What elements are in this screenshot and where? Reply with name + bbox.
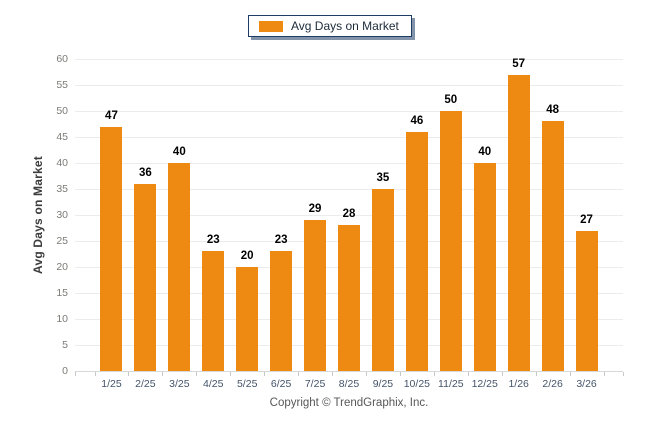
x-axis-tick-label: 2/26 <box>542 378 563 390</box>
y-axis-tick-label: 5 <box>62 339 68 351</box>
bar[interactable] <box>202 251 225 371</box>
x-axis-tick <box>433 372 435 376</box>
bar-value-label: 40 <box>478 146 492 158</box>
y-axis-tick-label: 50 <box>56 105 68 117</box>
x-axis-tick <box>162 372 164 376</box>
gridline <box>75 189 623 190</box>
y-axis-tick-label: 60 <box>56 53 68 65</box>
x-axis-tick <box>128 372 130 376</box>
y-axis-tick-label: 55 <box>56 79 68 91</box>
x-axis-tick <box>230 372 232 376</box>
x-axis-tick-label: 4/25 <box>203 378 224 390</box>
x-axis-tick <box>332 372 334 376</box>
bar[interactable] <box>304 220 327 371</box>
bar-value-label: 47 <box>105 110 118 122</box>
y-axis-tick-label: 15 <box>56 287 68 299</box>
x-axis-tick-label: 5/25 <box>236 378 258 390</box>
y-axis-tick-label: 30 <box>56 209 68 221</box>
bar[interactable] <box>507 75 530 371</box>
x-axis-tick-label: 1/26 <box>508 378 529 390</box>
bar-value-label: 27 <box>580 214 593 226</box>
y-axis-tick-label: 45 <box>56 131 68 143</box>
x-axis-line <box>75 371 623 372</box>
bar-value-label: 36 <box>138 167 152 179</box>
x-axis-tick-label: 9/25 <box>372 378 394 390</box>
x-axis-tick <box>94 372 96 376</box>
legend-label: Avg Days on Market <box>291 19 399 33</box>
bar[interactable] <box>371 189 394 371</box>
gridline <box>75 59 623 60</box>
bar[interactable] <box>338 225 360 371</box>
y-axis-tick-label: 25 <box>56 235 68 247</box>
bar[interactable] <box>439 111 462 371</box>
x-axis-tick-label: 7/25 <box>304 378 326 390</box>
bar-value-label: 46 <box>410 115 424 127</box>
gridline <box>75 111 623 112</box>
copyright-text: Copyright © TrendGraphix, Inc. <box>269 397 429 409</box>
gridline <box>75 163 623 164</box>
x-axis-tick <box>75 372 76 376</box>
x-axis-tick <box>501 372 503 376</box>
x-axis-tick-label: 8/25 <box>338 378 360 390</box>
bar-value-label: 48 <box>546 104 559 116</box>
x-axis-tick <box>623 372 624 376</box>
bar-value-label: 29 <box>308 203 322 215</box>
bar[interactable] <box>270 251 293 371</box>
bar[interactable] <box>100 127 123 371</box>
y-axis-tick-label: 10 <box>56 313 68 325</box>
bar-value-label: 57 <box>512 58 526 70</box>
x-axis-tick-label: 2/25 <box>135 378 156 390</box>
bar-value-label: 28 <box>342 208 356 220</box>
gridline <box>75 215 623 216</box>
x-axis-tick <box>365 372 367 376</box>
bar[interactable] <box>473 163 496 371</box>
x-axis-tick-label: 1/25 <box>101 378 122 390</box>
bar[interactable] <box>575 231 598 371</box>
bar-value-label: 23 <box>206 234 220 246</box>
gridline <box>75 85 623 86</box>
x-axis-tick <box>399 372 401 376</box>
x-axis-tick-label: 3/25 <box>169 378 190 390</box>
bar[interactable] <box>168 163 191 371</box>
x-axis-tick <box>196 372 198 376</box>
y-axis-tick-label: 40 <box>56 157 68 169</box>
x-axis-tick-label: 10/25 <box>403 378 430 390</box>
bar[interactable] <box>541 121 564 371</box>
bar-value-label: 23 <box>274 234 288 246</box>
bar[interactable] <box>236 267 259 371</box>
x-axis-tick-label: 6/25 <box>270 378 292 390</box>
bar-value-label: 35 <box>376 172 390 184</box>
gridline <box>75 137 623 138</box>
bar-value-label: 20 <box>240 250 254 262</box>
x-axis-tick <box>603 372 605 376</box>
bar[interactable] <box>134 184 157 371</box>
x-axis-tick <box>569 372 571 376</box>
bar-value-label: 40 <box>172 146 186 158</box>
legend-box[interactable]: Avg Days on Market <box>248 15 412 37</box>
y-axis-tick-label: 20 <box>56 261 68 273</box>
x-axis-tick-label: 12/25 <box>471 378 498 390</box>
x-axis-tick <box>298 372 300 376</box>
x-axis-tick <box>467 372 469 376</box>
x-axis-tick-label: 3/26 <box>576 378 597 390</box>
x-axis-tick <box>264 372 266 376</box>
y-axis-tick-label: 35 <box>56 183 68 195</box>
bar[interactable] <box>405 132 428 371</box>
y-axis-tick-label: 0 <box>62 365 68 377</box>
legend-swatch-icon <box>259 20 283 32</box>
x-axis-tick-label: 11/25 <box>438 378 464 390</box>
bar-value-label: 50 <box>444 94 458 106</box>
x-axis-tick <box>535 372 537 376</box>
